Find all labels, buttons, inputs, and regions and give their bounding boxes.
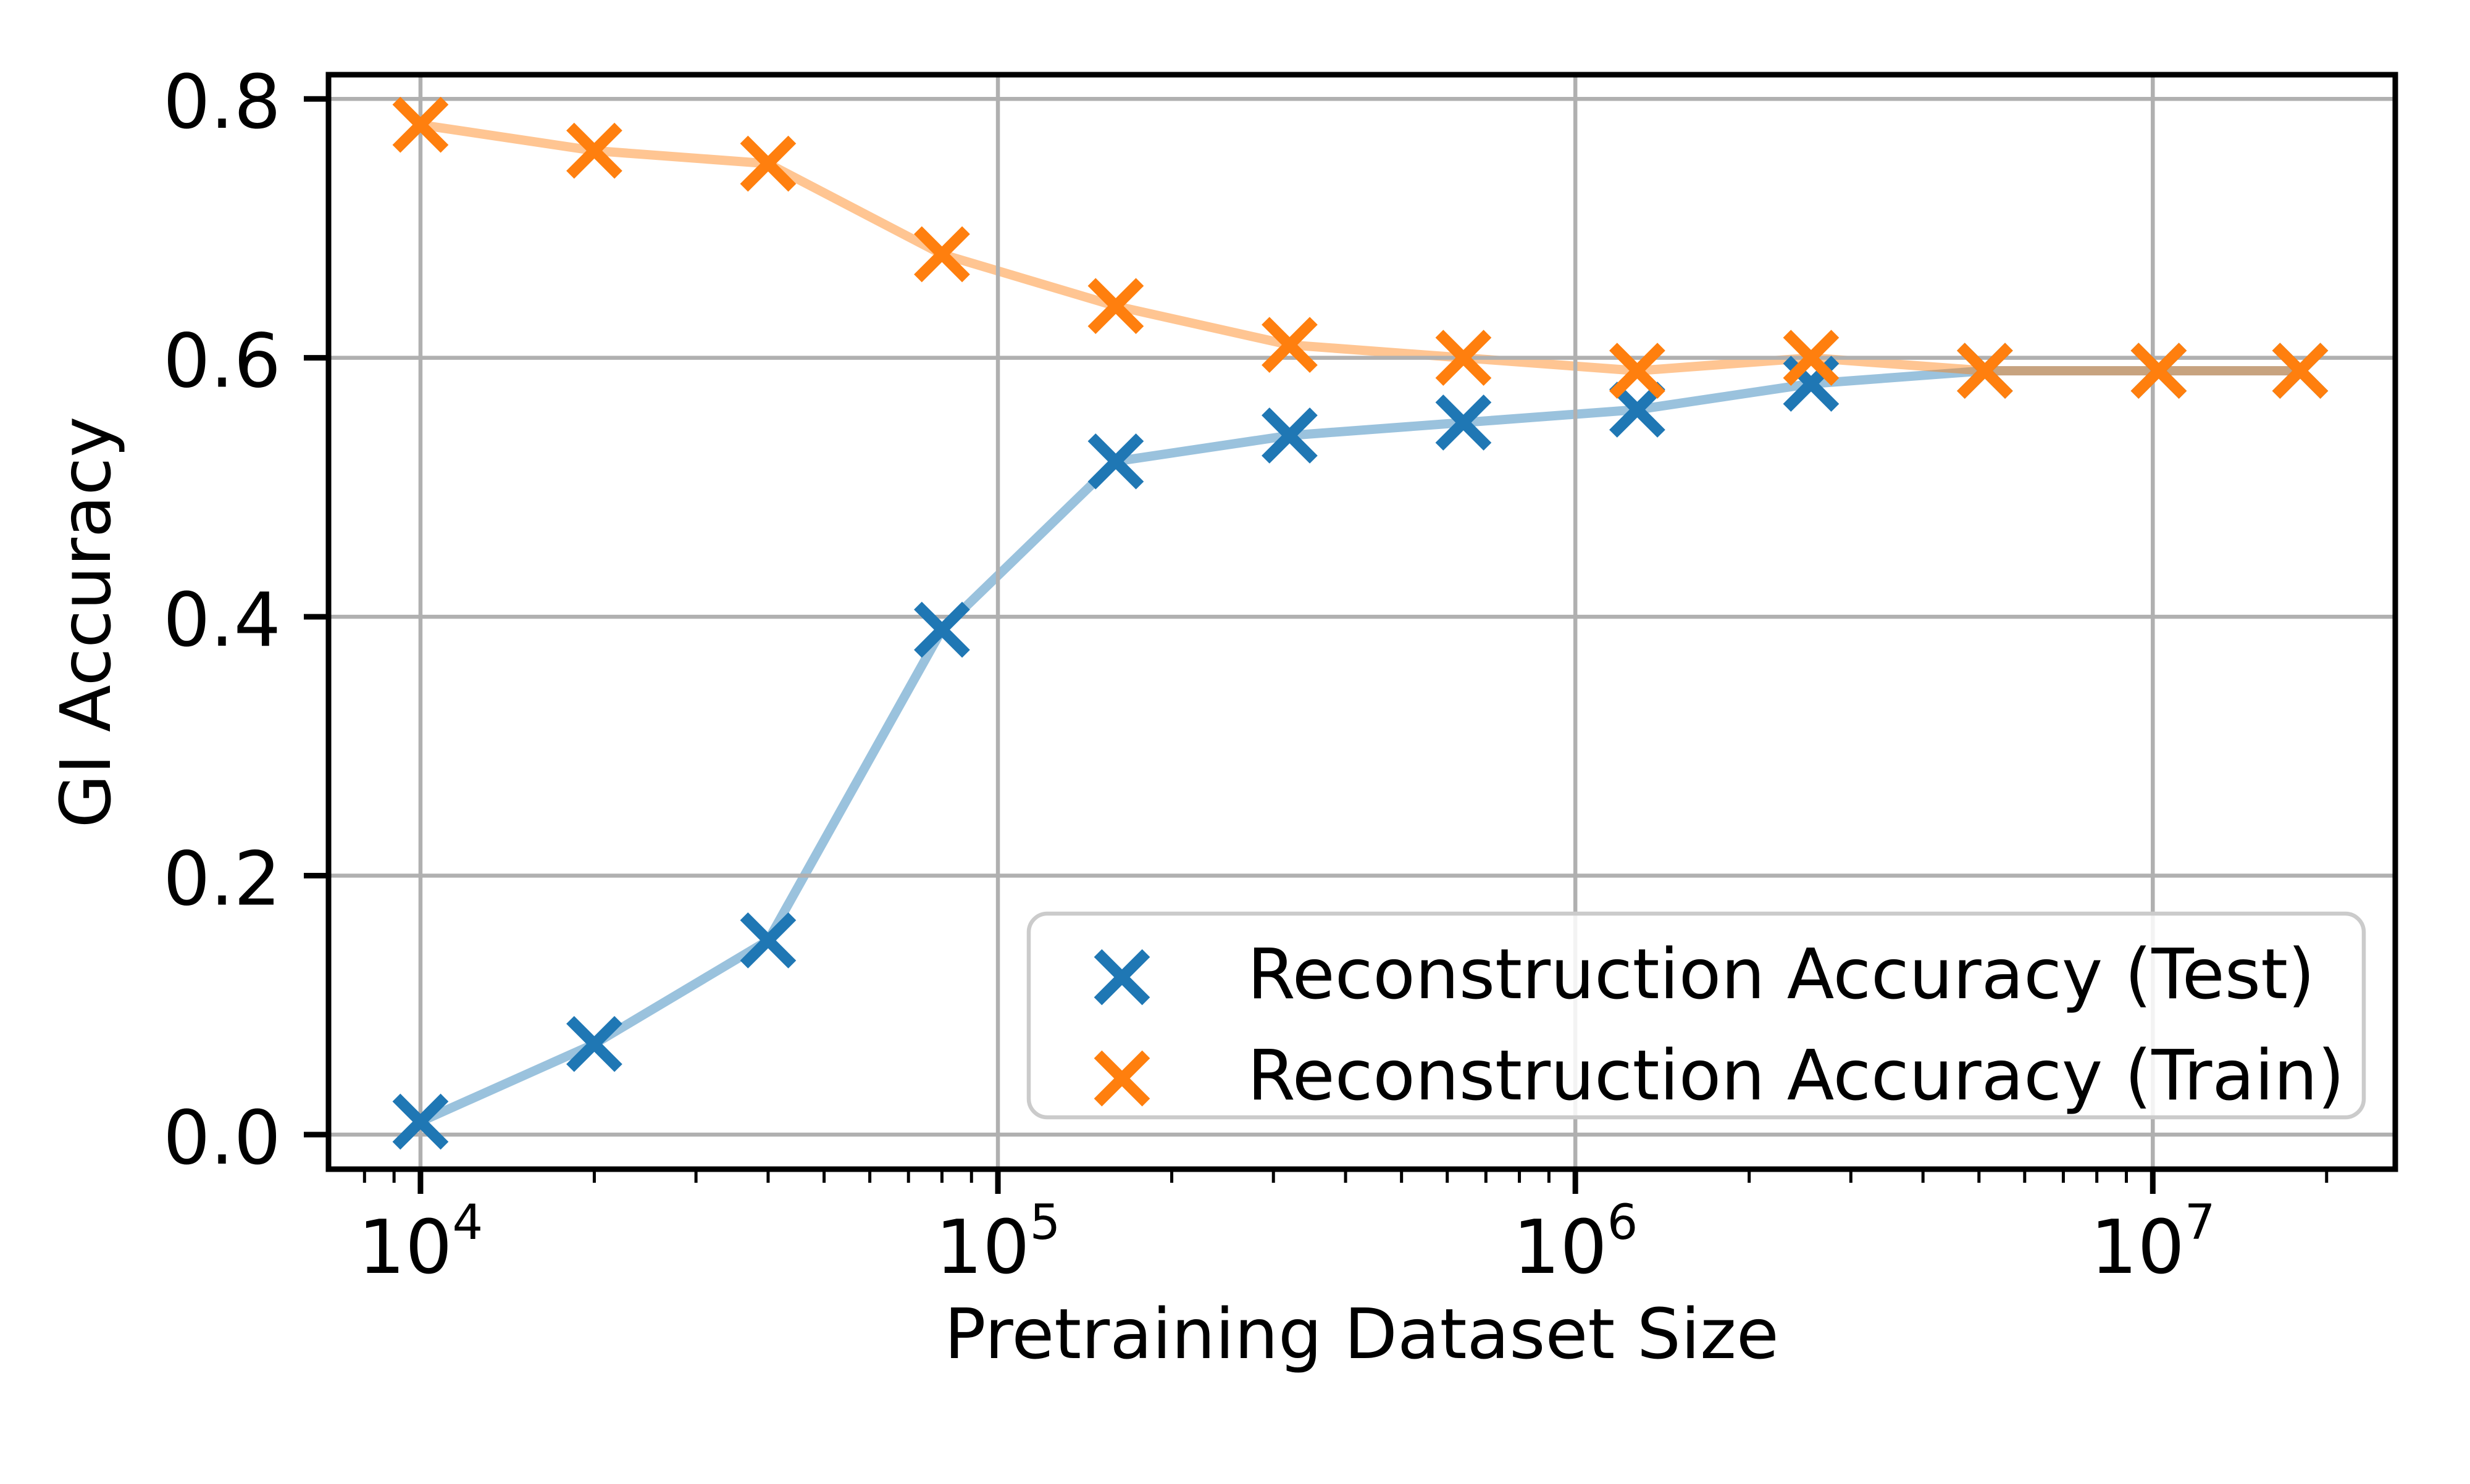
data-point-marker (2130, 343, 2187, 399)
data-point-marker (1087, 433, 1144, 490)
series-markers (392, 96, 2329, 1150)
axes-spines (325, 72, 2398, 1172)
plot-border (325, 72, 2398, 1172)
series-line-train (419, 120, 2301, 376)
legend-label-train: Reconstruction Accuracy (Train) (1247, 1036, 2345, 1116)
series-lines (418, 120, 2301, 1126)
y-tick-label: 0.4 (163, 578, 281, 664)
data-point-marker (740, 135, 797, 192)
legend-label-test: Reconstruction Accuracy (Test) (1247, 935, 2315, 1015)
tick-labels: 104 105 106 107 0.0 0.2 0.4 0.6 0.8 (163, 60, 2215, 1291)
legend: Reconstruction Accuracy (Test) Reconstruc… (1026, 911, 2366, 1120)
data-point-marker (1435, 394, 1492, 451)
y-tick-label: 0.0 (163, 1096, 281, 1182)
data-point-marker (740, 912, 797, 969)
legend-marker-test (1094, 949, 1150, 1006)
markers-train (392, 96, 2329, 399)
y-axis-label: GI Accuracy (46, 417, 127, 828)
series-line-test (418, 366, 2301, 1126)
data-point-marker (1262, 317, 1318, 373)
y-tick-label: 0.8 (163, 60, 281, 146)
data-point-marker (1262, 407, 1318, 464)
x-tick-label: 105 (936, 1195, 1060, 1291)
x-tick-label: 107 (2090, 1195, 2215, 1291)
data-point-marker (1087, 278, 1144, 335)
legend-marker-train (1094, 1050, 1150, 1107)
data-point-marker (1609, 343, 1665, 399)
y-tick-label: 0.2 (163, 837, 281, 923)
data-point-marker (1783, 330, 1840, 386)
grid (329, 75, 2395, 1169)
data-point-marker (392, 1093, 449, 1150)
axis-ticks (304, 96, 2329, 1194)
x-tick-label: 106 (1513, 1195, 1638, 1291)
data-point-marker (566, 1015, 622, 1072)
data-point-marker (914, 226, 970, 283)
x-axis-label: Pretraining Dataset Size (944, 1294, 1779, 1375)
data-point-marker (566, 122, 622, 179)
data-point-marker (392, 96, 449, 153)
legend-frame (1026, 911, 2366, 1120)
y-tick-label: 0.6 (163, 319, 281, 405)
data-point-marker (1957, 343, 2013, 399)
data-point-marker (1435, 330, 1492, 386)
data-point-marker (2272, 343, 2329, 399)
data-point-marker (914, 601, 970, 658)
x-tick-label: 104 (358, 1195, 483, 1291)
